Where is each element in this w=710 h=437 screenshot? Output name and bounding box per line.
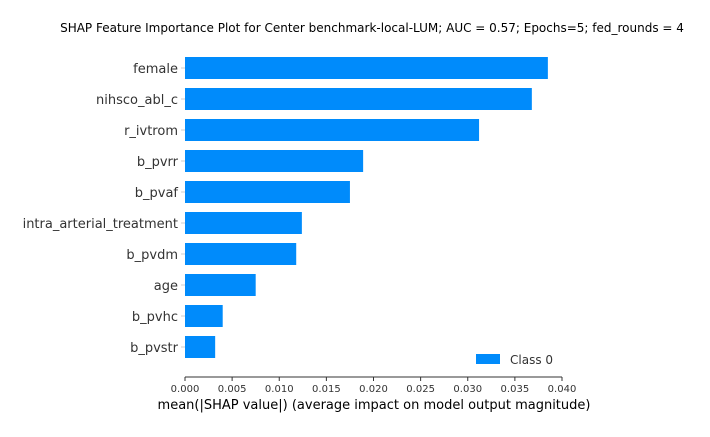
bar-female bbox=[185, 57, 548, 79]
x-tick-label: 0.000 bbox=[171, 384, 200, 395]
bar-age bbox=[185, 274, 256, 296]
y-tick-label: b_pvrr bbox=[137, 155, 179, 170]
y-tick-label: r_ivtrom bbox=[124, 124, 178, 139]
bar-r_ivtrom bbox=[185, 119, 480, 141]
y-tick-label: female bbox=[133, 62, 178, 77]
legend-label: Class 0 bbox=[510, 353, 553, 367]
legend: Class 0 bbox=[476, 353, 553, 367]
bar-b_pvdm bbox=[185, 243, 297, 265]
y-tick-label: intra_arterial_treatment bbox=[23, 217, 178, 232]
y-tick-label: b_pvstr bbox=[130, 341, 179, 356]
x-tick-label: 0.015 bbox=[312, 384, 341, 395]
y-tick-label: b_pvdm bbox=[126, 248, 178, 263]
bar-b_pvrr bbox=[185, 150, 364, 172]
y-tick-label: age bbox=[154, 279, 178, 294]
y-tick-label: b_pvhc bbox=[132, 310, 178, 325]
x-tick-label: 0.030 bbox=[453, 384, 482, 395]
x-axis-label: mean(|SHAP value|) (average impact on mo… bbox=[158, 398, 591, 413]
x-tick-label: 0.020 bbox=[359, 384, 388, 395]
x-tick-label: 0.005 bbox=[218, 384, 247, 395]
x-tick-label: 0.035 bbox=[501, 384, 530, 395]
y-tick-label: b_pvaf bbox=[135, 186, 179, 201]
x-tick-group: 0.000 0.005 0.010 0.015 0.020 0.025 0.030 0.035… bbox=[171, 377, 577, 395]
x-tick-label: 0.025 bbox=[406, 384, 435, 395]
y-tick-label: nihsco_abl_c bbox=[96, 93, 178, 108]
chart-title: SHAP Feature Importance Plot for Center … bbox=[60, 21, 684, 35]
x-tick-label: 0.010 bbox=[265, 384, 294, 395]
bar-intra_arterial_treatment bbox=[185, 212, 302, 234]
bar-b_pvaf bbox=[185, 181, 350, 203]
bar-nihsco_abl_c bbox=[185, 88, 532, 110]
bar-b_pvhc bbox=[185, 305, 223, 327]
bar-group bbox=[185, 57, 548, 358]
bar-b_pvstr bbox=[185, 336, 216, 358]
x-tick-label: 0.040 bbox=[548, 384, 577, 395]
legend-swatch bbox=[476, 354, 500, 364]
y-tick-label-group: female nihsco_abl_c r_ivtrom b_pvrr b_pvafin… bbox=[23, 62, 185, 356]
